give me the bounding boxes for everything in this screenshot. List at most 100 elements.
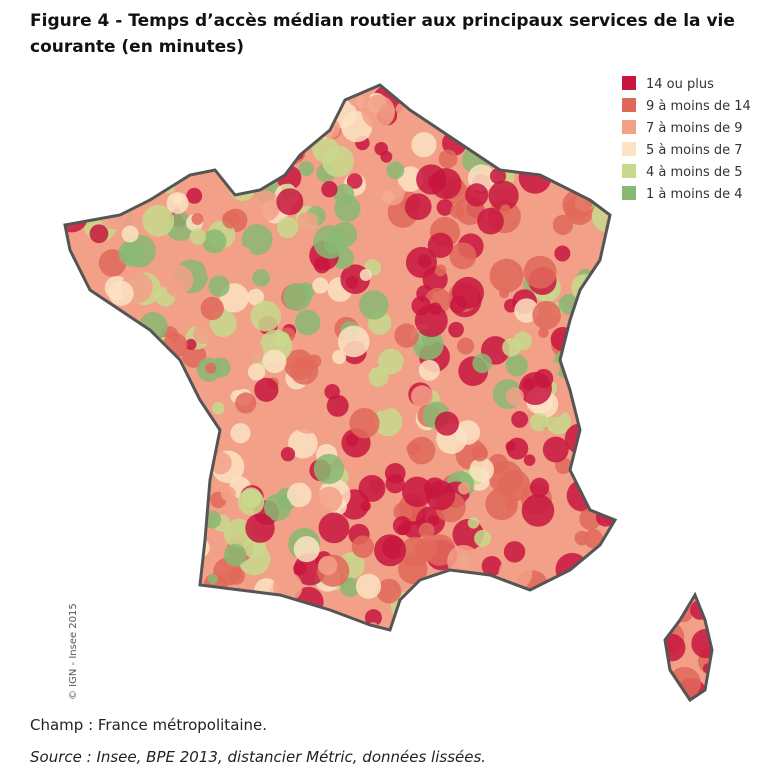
blob [65, 423, 81, 447]
blob [185, 130, 215, 159]
blob [358, 474, 386, 502]
blob [610, 486, 641, 517]
blob [291, 606, 313, 628]
blob [140, 121, 152, 133]
blob [545, 163, 560, 178]
blob [229, 96, 252, 119]
blob [65, 422, 80, 440]
blob [467, 517, 480, 529]
blob [505, 354, 528, 377]
blob [293, 561, 307, 576]
blob [194, 641, 212, 659]
blob [545, 584, 573, 611]
blob [241, 122, 268, 148]
blob [700, 240, 712, 261]
blob [217, 85, 248, 114]
blob [598, 296, 614, 313]
blob [343, 85, 355, 96]
blob [429, 677, 462, 700]
blob [570, 117, 592, 139]
blob [452, 85, 478, 100]
blob [372, 646, 400, 674]
blob [79, 644, 106, 671]
blob [65, 423, 82, 441]
blob [518, 683, 548, 700]
blob [520, 111, 553, 143]
blob [551, 580, 567, 597]
blob [354, 686, 366, 699]
blob [364, 609, 382, 627]
blob [701, 482, 712, 495]
blob [529, 477, 550, 498]
blob [542, 85, 575, 105]
blob [566, 115, 578, 127]
blob [448, 671, 482, 700]
blob [630, 585, 652, 608]
blob [177, 643, 197, 663]
blob [449, 242, 477, 270]
blob [449, 85, 478, 98]
blob [65, 198, 89, 233]
blob [140, 500, 151, 511]
legend-label: 4 à moins de 5 [646, 165, 743, 180]
blob [313, 256, 331, 274]
blob [109, 602, 132, 625]
blob [468, 621, 489, 641]
blob [65, 102, 83, 136]
blob [313, 453, 345, 485]
blob [481, 555, 502, 577]
title: Figure 4 - Temps d’accès médian routier … [30, 11, 735, 57]
blob [294, 309, 321, 336]
blob [615, 331, 644, 360]
blob [65, 376, 74, 404]
blob [586, 619, 609, 642]
legend-swatch [622, 76, 636, 90]
blob [65, 106, 84, 133]
blob [542, 436, 569, 463]
blob [200, 296, 224, 321]
blob [105, 655, 123, 673]
blob [497, 142, 526, 170]
blob [649, 504, 665, 520]
blob [146, 497, 172, 523]
blob [120, 623, 154, 657]
blob [172, 194, 184, 205]
blob [608, 656, 636, 684]
blob [376, 578, 402, 604]
blob [584, 388, 612, 416]
blob [275, 85, 308, 105]
blob [336, 664, 350, 677]
blob [150, 85, 172, 104]
blob [488, 137, 504, 152]
blob [529, 412, 549, 432]
blob [116, 581, 149, 614]
blob [501, 658, 529, 686]
blob [381, 182, 405, 206]
blob [346, 173, 363, 189]
blob [318, 555, 338, 576]
blob [655, 274, 685, 304]
blob [586, 465, 597, 476]
blob [191, 213, 204, 225]
blob [247, 288, 265, 306]
blob [622, 395, 644, 417]
blob [207, 573, 218, 585]
blob [477, 661, 496, 680]
blob [168, 542, 179, 554]
blob [581, 690, 606, 700]
blob [122, 168, 146, 191]
legend-swatch [622, 186, 636, 200]
blob [140, 507, 152, 519]
blob [142, 111, 167, 136]
blob [453, 122, 471, 140]
blob [89, 526, 106, 544]
blob [89, 536, 115, 562]
blob [281, 525, 293, 537]
blob [645, 501, 675, 532]
blob [254, 377, 279, 402]
blob [145, 98, 159, 112]
blob [584, 584, 603, 603]
blob [237, 488, 265, 516]
blob [509, 638, 525, 654]
blob [117, 567, 133, 583]
